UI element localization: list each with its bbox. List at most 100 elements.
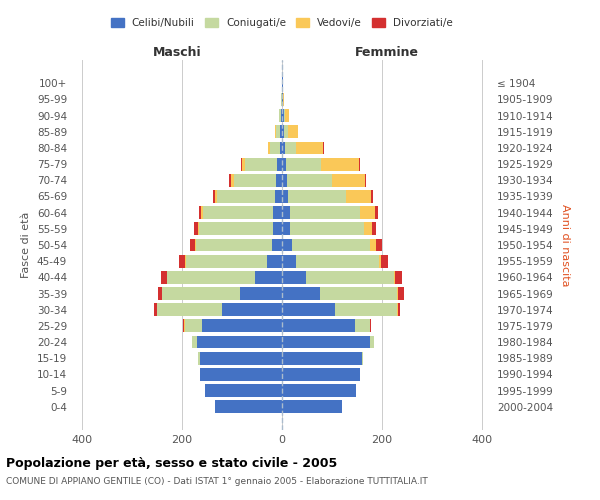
Bar <box>360 206 375 219</box>
Bar <box>273 206 282 219</box>
Bar <box>154 303 157 316</box>
Bar <box>282 222 290 235</box>
Bar <box>222 303 282 316</box>
Bar <box>365 174 366 187</box>
Bar <box>196 238 272 252</box>
Bar <box>286 158 321 170</box>
Bar <box>229 174 230 187</box>
Text: Popolazione per età, sesso e stato civile - 2005: Popolazione per età, sesso e stato civil… <box>6 458 337 470</box>
Bar <box>167 271 254 284</box>
Bar <box>280 142 282 154</box>
Bar <box>364 222 371 235</box>
Bar <box>285 109 289 122</box>
Bar <box>269 142 280 154</box>
Bar <box>284 126 288 138</box>
Bar <box>379 254 381 268</box>
Bar <box>230 174 233 187</box>
Bar <box>362 352 363 364</box>
Bar <box>288 190 346 203</box>
Bar <box>185 254 267 268</box>
Bar <box>371 190 373 203</box>
Bar <box>201 206 203 219</box>
Bar <box>370 238 376 252</box>
Bar <box>242 158 245 170</box>
Bar <box>199 368 282 381</box>
Bar <box>277 158 282 170</box>
Bar <box>239 287 282 300</box>
Text: COMUNE DI APPIANO GENTILE (CO) - Dati ISTAT 1° gennaio 2005 - Elaborazione TUTTI: COMUNE DI APPIANO GENTILE (CO) - Dati IS… <box>6 478 428 486</box>
Bar <box>157 303 222 316</box>
Bar <box>241 158 242 170</box>
Bar <box>199 352 282 364</box>
Bar <box>346 190 371 203</box>
Text: Maschi: Maschi <box>152 46 202 59</box>
Bar <box>282 238 292 252</box>
Bar <box>254 271 282 284</box>
Bar <box>306 271 394 284</box>
Bar <box>282 190 288 203</box>
Bar <box>282 400 342 413</box>
Bar <box>282 158 286 170</box>
Bar <box>296 142 323 154</box>
Bar <box>282 320 355 332</box>
Bar <box>275 190 282 203</box>
Bar <box>321 158 359 170</box>
Bar <box>282 254 296 268</box>
Bar <box>355 320 370 332</box>
Bar <box>275 126 280 138</box>
Bar <box>288 126 298 138</box>
Bar <box>157 287 161 300</box>
Bar <box>282 174 287 187</box>
Bar <box>282 126 284 138</box>
Bar <box>282 352 362 364</box>
Bar <box>205 384 282 397</box>
Bar <box>394 271 395 284</box>
Bar <box>282 206 290 219</box>
Bar <box>198 352 199 364</box>
Bar <box>283 93 284 106</box>
Bar <box>282 384 356 397</box>
Bar <box>335 303 397 316</box>
Bar <box>273 222 282 235</box>
Bar <box>197 336 282 348</box>
Y-axis label: Fasce di età: Fasce di età <box>22 212 31 278</box>
Bar <box>371 222 376 235</box>
Text: Femmine: Femmine <box>355 46 419 59</box>
Bar <box>376 238 382 252</box>
Bar <box>370 336 373 348</box>
Bar <box>398 287 404 300</box>
Bar <box>282 368 359 381</box>
Bar <box>162 287 239 300</box>
Bar <box>281 109 282 122</box>
Bar <box>282 109 284 122</box>
Bar <box>320 287 397 300</box>
Bar <box>199 206 201 219</box>
Bar <box>202 320 282 332</box>
Bar <box>323 142 324 154</box>
Bar <box>332 174 365 187</box>
Bar <box>276 174 282 187</box>
Bar <box>282 271 306 284</box>
Bar <box>398 303 400 316</box>
Bar <box>359 158 360 170</box>
Bar <box>267 254 282 268</box>
Bar <box>161 271 167 284</box>
Bar <box>183 320 184 332</box>
Bar <box>280 126 282 138</box>
Bar <box>233 174 276 187</box>
Bar <box>199 222 273 235</box>
Legend: Celibi/Nubili, Coniugati/e, Vedovi/e, Divorziati/e: Celibi/Nubili, Coniugati/e, Vedovi/e, Di… <box>107 14 457 32</box>
Bar <box>395 271 402 284</box>
Bar <box>197 222 199 235</box>
Bar <box>193 222 197 235</box>
Bar <box>381 254 388 268</box>
Bar <box>179 254 185 268</box>
Bar <box>292 238 370 252</box>
Bar <box>282 142 284 154</box>
Bar <box>272 238 282 252</box>
Bar <box>375 206 377 219</box>
Bar <box>282 303 335 316</box>
Bar <box>279 109 281 122</box>
Bar <box>284 109 285 122</box>
Bar <box>284 142 296 154</box>
